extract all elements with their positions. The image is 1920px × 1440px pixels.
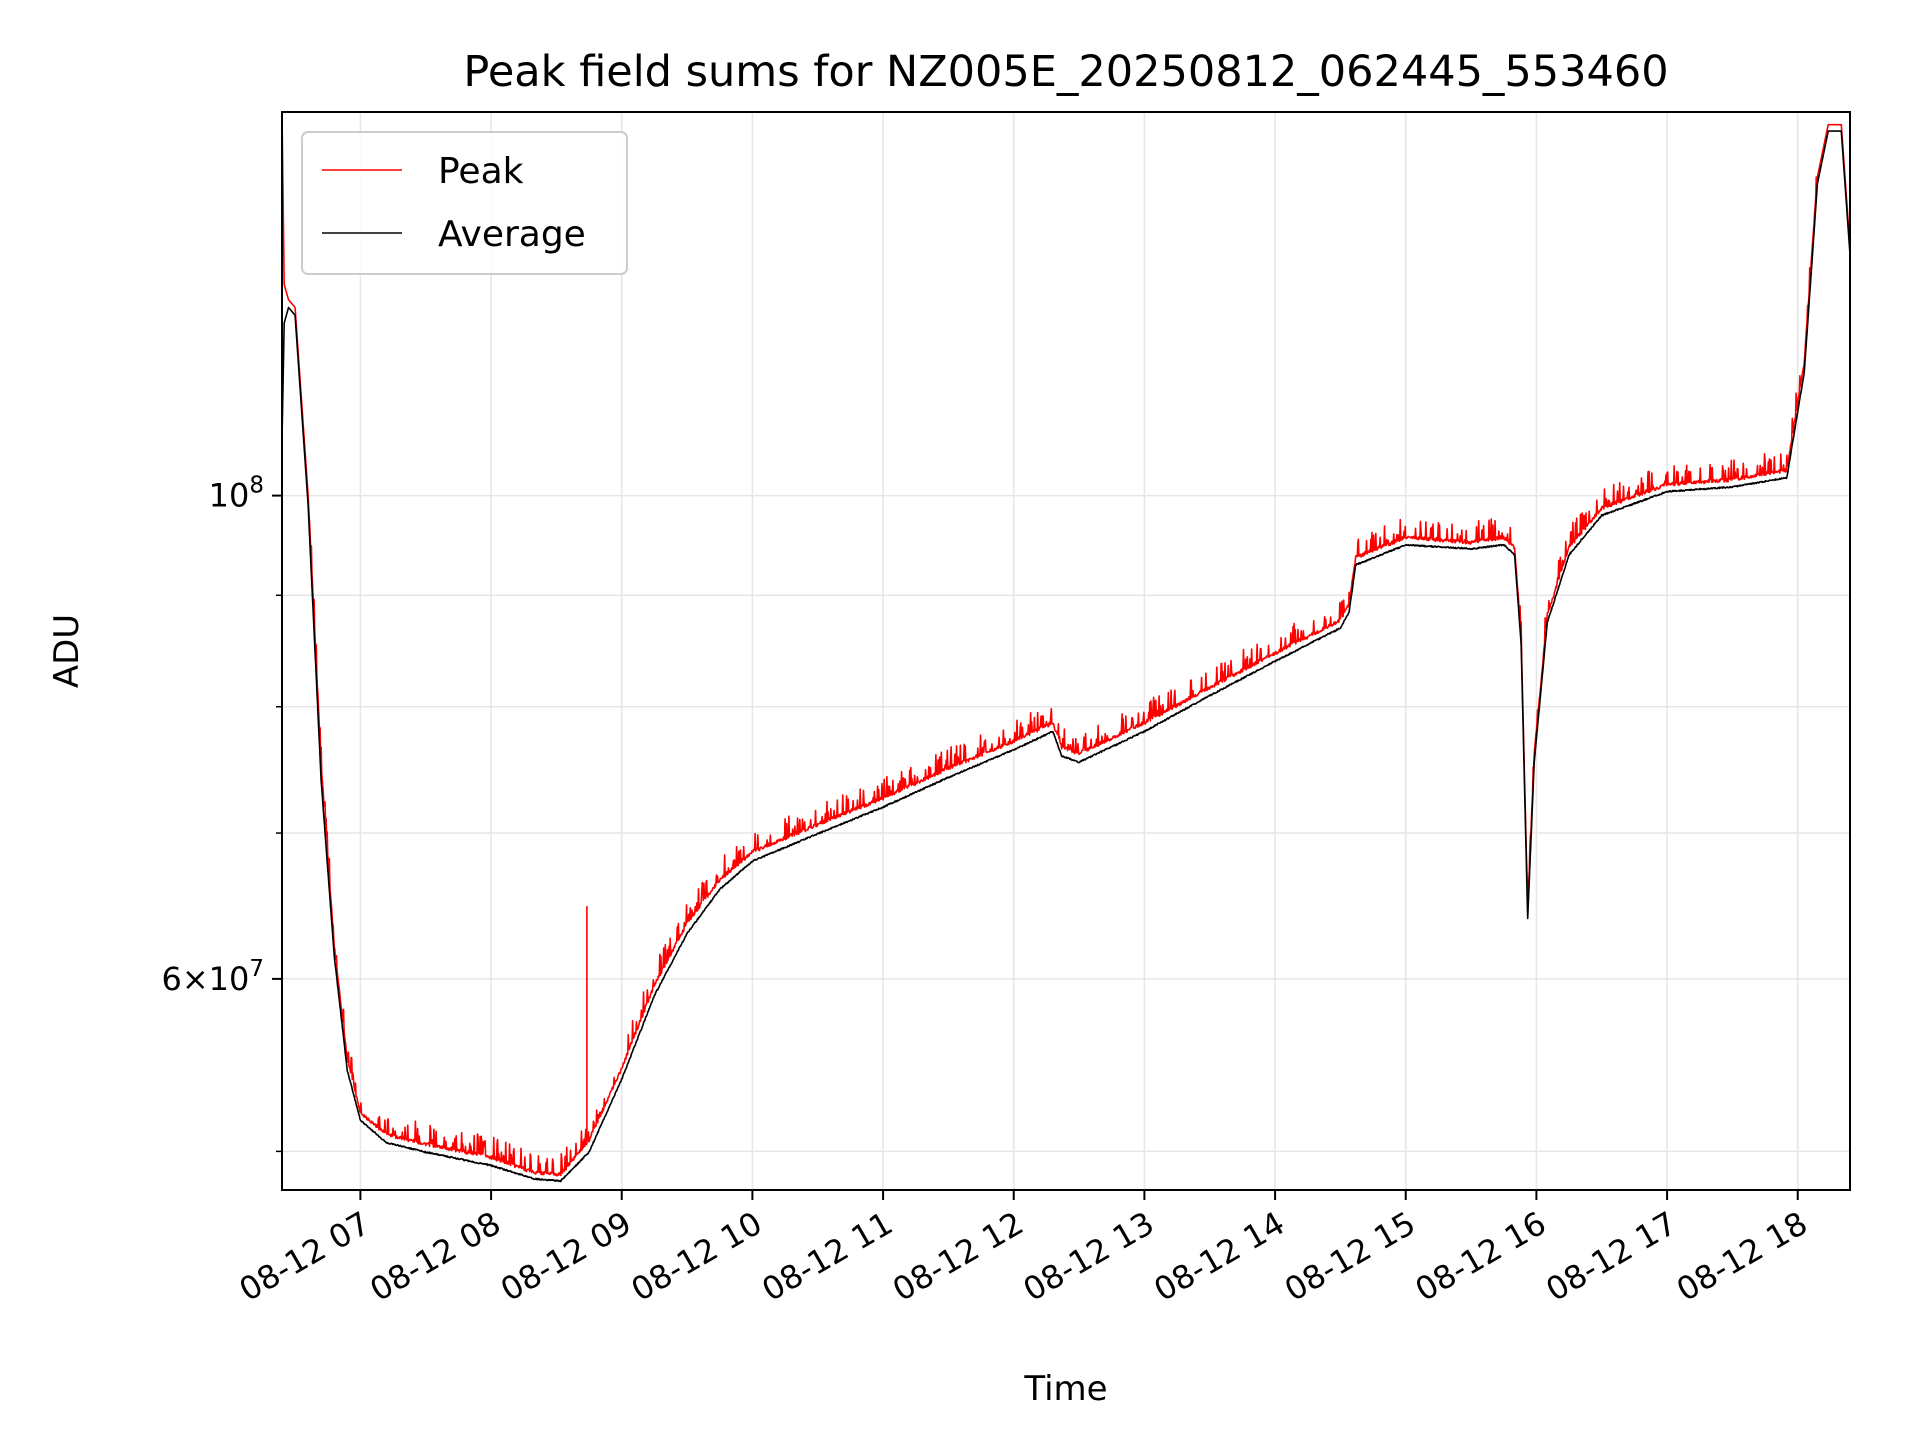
series-line-peak bbox=[282, 112, 1850, 1177]
y-tick-label: 6×107 bbox=[161, 956, 264, 998]
legend-label-average: Average bbox=[438, 214, 586, 255]
y-axis-title: ADU bbox=[47, 614, 87, 688]
plot-series bbox=[282, 112, 1850, 1183]
legend-box bbox=[301, 131, 628, 275]
y-tick-label: 108 bbox=[209, 473, 264, 515]
chart-title: Peak field sums for NZ005E_20250812_0624… bbox=[463, 47, 1668, 97]
legend-label-peak: Peak bbox=[438, 151, 524, 192]
series-line-average bbox=[282, 130, 1850, 1183]
plot-frame bbox=[281, 111, 1851, 1191]
x-axis-title: Time bbox=[1023, 1369, 1107, 1409]
grid bbox=[282, 112, 1850, 1190]
legend: Peak Average bbox=[301, 131, 628, 275]
